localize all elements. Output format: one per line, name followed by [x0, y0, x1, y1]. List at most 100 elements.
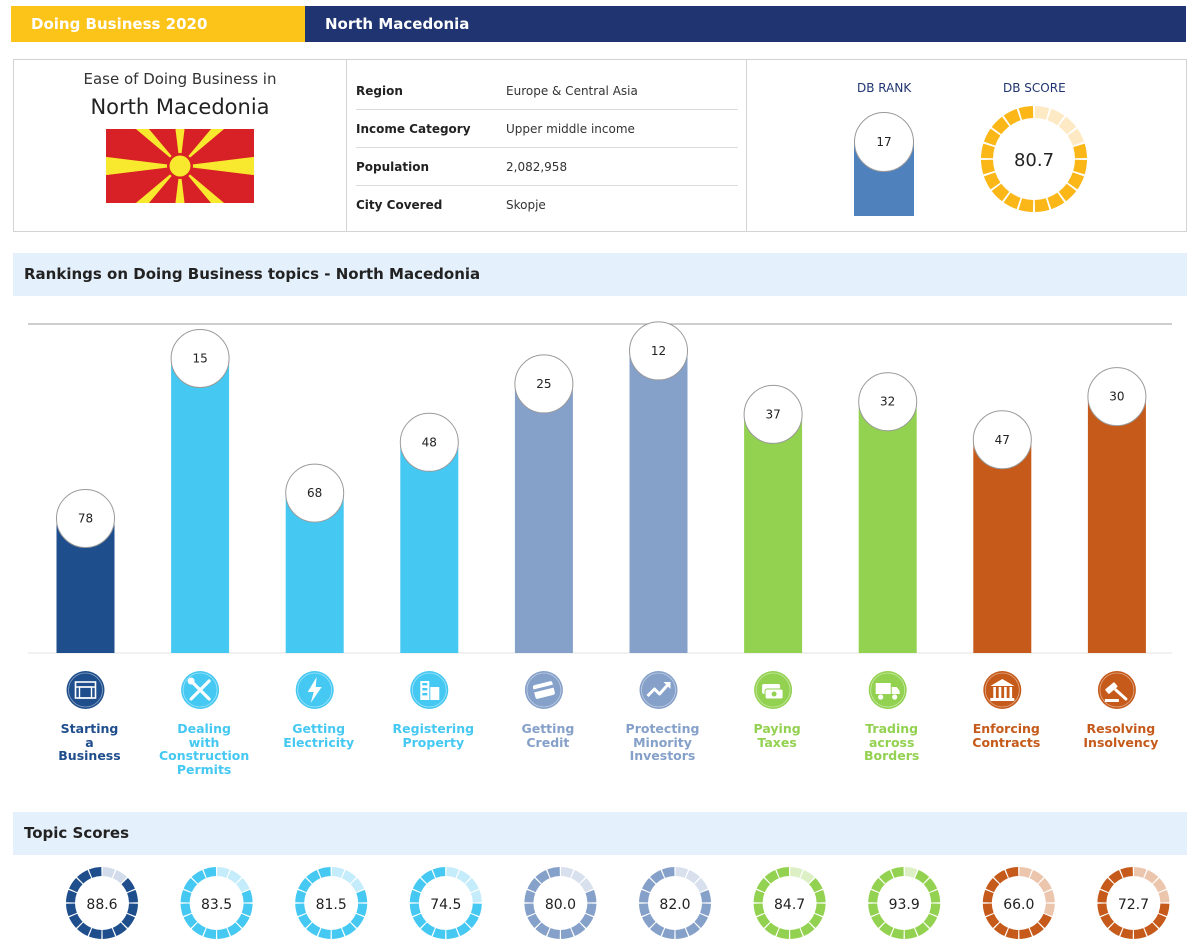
topic-score-value: 80.0 — [545, 897, 576, 913]
topic-label-line: Starting — [60, 721, 119, 736]
topic-score-donut — [409, 867, 482, 939]
detail-row-city: City Covered Skopje — [356, 186, 738, 224]
detail-value: Skopje — [506, 198, 546, 212]
topic-label: Paying Taxes — [722, 722, 832, 749]
topic-label-line: Business — [58, 748, 121, 763]
rank-bar — [400, 442, 459, 653]
rank-bubble — [858, 372, 918, 432]
rank-bar — [744, 414, 803, 653]
topic-score-donut — [524, 867, 597, 939]
db-score-value: 80.7 — [1014, 150, 1054, 171]
topic-score-donut — [66, 867, 138, 939]
db-rank-value: 17 — [854, 112, 914, 172]
topic-label-line: Credit — [526, 734, 570, 750]
truck-icon — [868, 671, 907, 709]
detail-row-region: Region Europe & Central Asia — [356, 72, 738, 110]
topic-score-donut — [295, 867, 368, 939]
rankings-bar-chart: 78 15 68 48 25 12 37 32 47 30 — [28, 321, 1172, 709]
rank-bubble — [514, 354, 574, 414]
topic-label: Getting Credit — [493, 722, 603, 749]
detail-row-population: Population 2,082,958 — [356, 148, 738, 186]
rank-value-label: 30 — [1109, 390, 1124, 404]
detail-value: Upper middle income — [506, 121, 635, 136]
topic-label: Dealing with Construction Permits — [149, 722, 259, 776]
topic-label-line: a — [85, 734, 94, 750]
trend-up-icon — [639, 671, 678, 709]
rank-bar — [973, 439, 1032, 653]
detail-key: Income Category — [356, 121, 471, 136]
topic-score-value: 88.6 — [86, 897, 117, 913]
topic-label: Protecting Minority Investors — [608, 722, 718, 763]
building-icon — [66, 671, 105, 709]
economy-details-table: Region Europe & Central Asia Income Cate… — [347, 60, 747, 231]
rank-bubble — [399, 412, 459, 472]
topic-label-line: Property — [402, 734, 465, 750]
topic-label: Trading across Borders — [837, 722, 947, 763]
topic-labels: Starting a Business Dealing with Construction… — [0, 722, 1200, 792]
header-bar: Doing Business 2020 North Macedonia — [11, 6, 1186, 42]
topic-score-value: 82.0 — [659, 897, 690, 913]
rank-value-label: 78 — [78, 511, 93, 525]
detail-key: Region — [356, 83, 403, 98]
topic-label-line: Construction — [158, 748, 250, 763]
topic-score-value: 72.7 — [1118, 897, 1149, 913]
topic-label-line: Paying — [753, 721, 801, 736]
detail-value: Europe & Central Asia — [506, 83, 638, 98]
country-name: North Macedonia — [90, 95, 270, 119]
lightning-icon — [295, 671, 334, 709]
rank-bar — [858, 401, 917, 653]
detail-key: Population — [356, 159, 430, 174]
rank-value-label: 48 — [422, 435, 437, 449]
topic-label: Enforcing Contracts — [951, 722, 1061, 749]
north-macedonia-flag-icon — [106, 129, 254, 203]
topic-label-line: Enforcing — [972, 721, 1040, 736]
topic-scores-row: 88.6 83.5 81.5 74.5 80.0 82.0 84.7 93.9 66.0 72.7 — [66, 867, 1170, 939]
topic-label-line: Investors — [629, 748, 696, 763]
topic-label-line: Protecting — [625, 721, 700, 736]
rank-bar — [1087, 396, 1146, 653]
topic-label-line: Trading — [865, 721, 919, 736]
rank-value-label: 12 — [651, 344, 666, 358]
rank-bar — [171, 358, 230, 653]
topic-label-line: Electricity — [283, 734, 355, 750]
rank-value-label: 37 — [765, 407, 780, 421]
rank-value-label: 32 — [880, 395, 895, 409]
topic-label-line: Resolving — [1086, 721, 1156, 736]
topic-label-line: Permits — [176, 761, 232, 777]
courthouse-icon — [983, 671, 1022, 709]
detail-key: City Covered — [356, 198, 443, 212]
rank-value-label: 68 — [307, 486, 322, 500]
topic-label: Registering Property — [378, 722, 488, 749]
rank-value-label: 47 — [995, 433, 1010, 447]
gavel-icon — [1097, 671, 1136, 709]
rank-bar — [514, 383, 573, 653]
topic-label-line: Getting — [292, 721, 346, 736]
topic-label-line: across — [868, 734, 915, 750]
rank-bar — [629, 350, 688, 653]
credit-card-icon — [524, 671, 563, 709]
economy-title: North Macedonia — [305, 6, 1186, 42]
topic-label: Getting Electricity — [264, 722, 374, 749]
db-score-label: DB SCORE — [1003, 81, 1066, 95]
topic-label-line: Contracts — [972, 734, 1041, 750]
topic-label-line: Minority — [633, 734, 692, 750]
topic-score-donut — [753, 867, 826, 939]
money-icon — [754, 671, 793, 709]
flag-panel: Ease of Doing Business in North Macedoni… — [14, 60, 347, 231]
rank-bubble — [1087, 367, 1147, 427]
rank-value-label: 25 — [536, 377, 551, 391]
rank-bubble — [629, 321, 688, 381]
db-rank-label: DB RANK — [857, 81, 912, 95]
topic-score-value: 83.5 — [201, 897, 232, 913]
topic-score-value: 74.5 — [430, 897, 461, 913]
topic-label-line: with — [188, 734, 220, 750]
detail-value: 2,082,958 — [506, 159, 568, 174]
topic-label: Resolving Insolvency — [1066, 722, 1176, 749]
topic-scores-section-title: Topic Scores — [13, 812, 1187, 855]
city-icon — [410, 671, 449, 709]
topic-label: Starting a Business — [35, 722, 145, 763]
topic-label-line: Registering — [392, 721, 475, 736]
topic-score-donut — [1097, 867, 1170, 939]
db-score-donut: 80.7 — [981, 106, 1087, 212]
tools-icon — [181, 671, 220, 709]
